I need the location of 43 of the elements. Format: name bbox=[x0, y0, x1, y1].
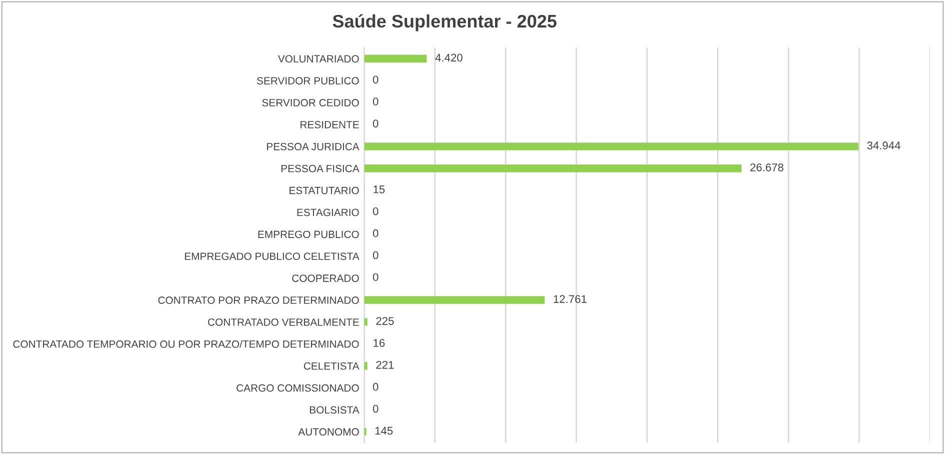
y-tick-label: SERVIDOR CEDIDO bbox=[262, 99, 359, 106]
y-tick-label: COOPERADO bbox=[292, 274, 359, 282]
y-tick-label: BOLSISTA bbox=[310, 406, 360, 414]
y-tick-label: EMPREGO PUBLICO bbox=[258, 230, 359, 238]
bar bbox=[364, 54, 427, 62]
data-label: 0 bbox=[372, 76, 378, 84]
data-label: 12.761 bbox=[554, 295, 586, 303]
y-tick-label: CARGO COMISSIONADO bbox=[236, 384, 359, 392]
data-label: 4.420 bbox=[435, 54, 462, 62]
chart-title: Saúde Suplementar - 2025 bbox=[332, 14, 557, 32]
data-label: 0 bbox=[372, 98, 378, 106]
data-label: 0 bbox=[372, 251, 378, 260]
data-label: 0 bbox=[372, 229, 378, 238]
data-label: 15 bbox=[374, 186, 385, 194]
data-label: 0 bbox=[372, 404, 378, 413]
bar bbox=[364, 318, 368, 326]
y-tick-label: AUTONOMO bbox=[298, 428, 359, 436]
data-label: 0 bbox=[372, 273, 378, 282]
data-label: 34.944 bbox=[867, 142, 900, 150]
bar bbox=[364, 164, 742, 172]
y-tick-label: PESSOA JURIDICA bbox=[267, 142, 360, 150]
data-label: 26.678 bbox=[750, 163, 784, 172]
y-tick-label: SERVIDOR PUBLICO bbox=[256, 77, 359, 84]
y-tick-label: CONTRATADO TEMPORARIO OU POR PRAZO/TEMPO DETERMINADO bbox=[13, 340, 359, 348]
data-label: 0 bbox=[372, 382, 378, 391]
y-tick-label: ESTATUTARIO bbox=[290, 186, 359, 194]
data-label: 221 bbox=[376, 360, 394, 369]
bar bbox=[364, 362, 368, 370]
bar bbox=[364, 296, 545, 304]
y-tick-label: VOLUNTARIADO bbox=[278, 55, 359, 63]
data-label: 225 bbox=[376, 317, 394, 325]
data-label: 16 bbox=[374, 339, 385, 347]
y-tick-label: CONTRATO POR PRAZO DETERMINADO bbox=[158, 296, 359, 304]
y-tick-label: CELETISTA bbox=[304, 362, 360, 370]
data-label: 0 bbox=[372, 120, 378, 128]
y-tick-label: CONTRATADO VERBALMENTE bbox=[208, 318, 359, 326]
y-tick-label: RESIDENTE bbox=[300, 120, 359, 128]
y-tick-label: ESTAGIARIO bbox=[297, 208, 359, 216]
data-label: 0 bbox=[372, 207, 378, 216]
bar bbox=[364, 142, 858, 150]
y-tick-label: PESSOA FISICA bbox=[281, 164, 360, 172]
data-label: 145 bbox=[375, 426, 393, 435]
y-tick-label: EMPREGADO PUBLICO CELETISTA bbox=[185, 252, 360, 260]
